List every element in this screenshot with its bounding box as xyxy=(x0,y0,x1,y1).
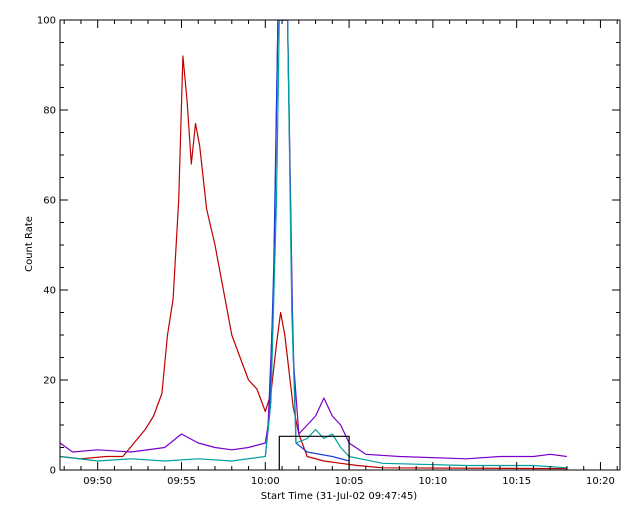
y-axis-label: Count Rate xyxy=(24,216,35,272)
series-line-4 xyxy=(60,20,567,469)
x-tick-label: 09:55 xyxy=(167,476,196,487)
series-line-5 xyxy=(278,435,350,470)
x-tick-label: 09:50 xyxy=(83,476,112,487)
x-tick-label: 10:20 xyxy=(586,476,615,487)
y-tick-label: 20 xyxy=(43,376,56,387)
y-tick-label: 80 xyxy=(43,106,56,117)
y-tick-label: 40 xyxy=(43,286,56,297)
x-tick-label: 10:10 xyxy=(418,476,447,487)
y-tick-label: 60 xyxy=(43,196,56,207)
y-tick-label: 100 xyxy=(37,16,56,27)
x-tick-label: 10:00 xyxy=(251,476,280,487)
series-layer xyxy=(60,20,567,470)
x-tick-label: 10:05 xyxy=(335,476,364,487)
axes-layer: 0 20 40 60 80 100 09:50 09:55 10:00 10:05 10:10 10:… xyxy=(37,16,621,487)
x-axis-label: Start Time (31-Jul-02 09:47:45) xyxy=(261,491,418,502)
x-tick-label: 10:15 xyxy=(502,476,531,487)
y-tick-label: 0 xyxy=(50,466,56,477)
